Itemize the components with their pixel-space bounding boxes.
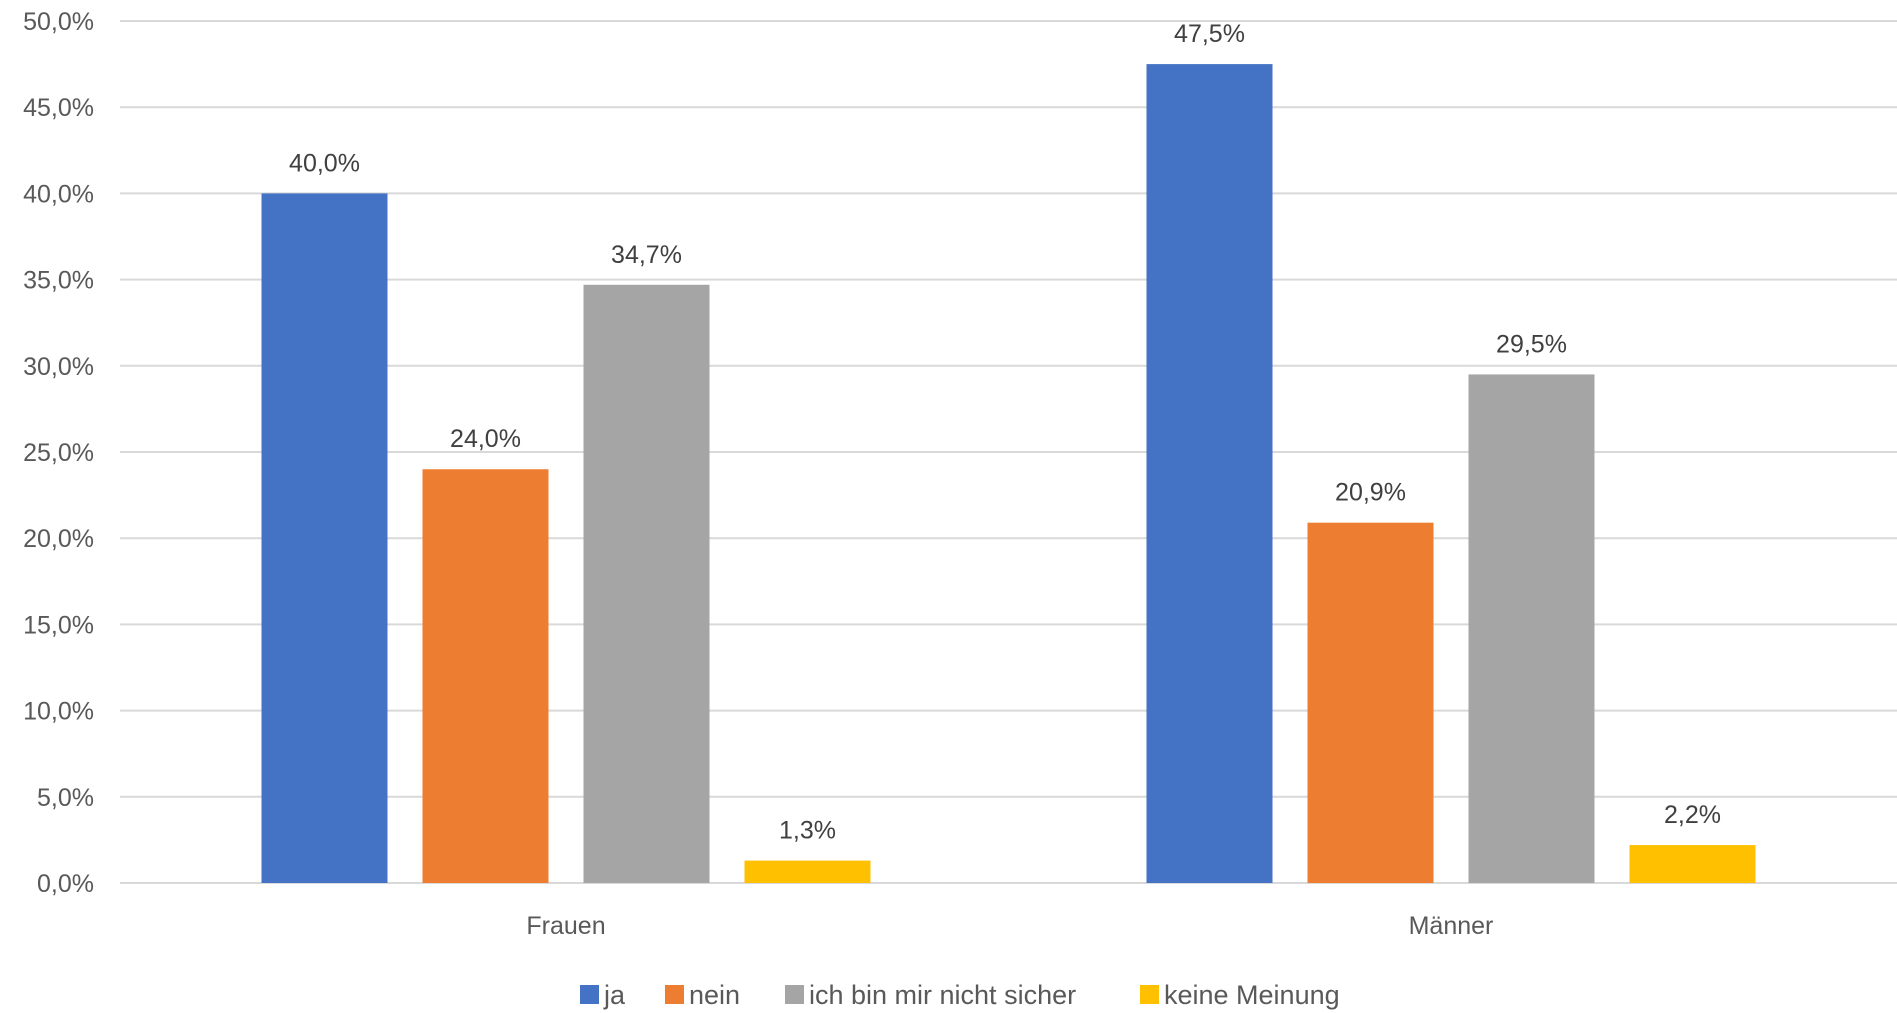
data-label: 47,5% <box>1174 20 1245 48</box>
y-tick-label: 40,0% <box>23 180 94 208</box>
y-tick-label: 50,0% <box>23 8 94 36</box>
x-category-label: Frauen <box>526 912 605 940</box>
bar-1-0 <box>1146 64 1273 884</box>
legend-swatch <box>580 985 599 1004</box>
data-label: 34,7% <box>611 241 682 269</box>
legend-item: nein <box>665 980 740 1010</box>
legend-swatch <box>665 985 684 1004</box>
y-axis-tick-labels: 0,0% 5,0% 10,0% 15,0% 20,0% 25,0% 30,0% 35,0% 40… <box>23 8 94 898</box>
y-tick-label: 0,0% <box>37 870 94 898</box>
legend-swatch <box>1140 985 1159 1004</box>
bars <box>261 64 1756 884</box>
data-labels: 40,0% 47,5% 24,0% 20,9% 34,7% 29,5% 1,3% 2,2% <box>289 20 1721 844</box>
bar-1-2 <box>1468 374 1595 883</box>
y-tick-label: 10,0% <box>23 698 94 726</box>
legend-label: ich bin mir nicht sicher <box>809 980 1076 1010</box>
y-tick-label: 30,0% <box>23 353 94 381</box>
bar-1-3 <box>1629 845 1756 883</box>
data-label: 1,3% <box>779 817 836 845</box>
bar-0-0 <box>261 193 388 883</box>
y-tick-label: 5,0% <box>37 784 94 812</box>
legend: ja nein ich bin mir nicht sicher keine Mein… <box>580 980 1340 1010</box>
legend-item: ja <box>580 980 626 1010</box>
data-label: 20,9% <box>1335 479 1406 507</box>
legend-item: ich bin mir nicht sicher <box>785 980 1076 1010</box>
y-tick-label: 15,0% <box>23 611 94 639</box>
legend-label: nein <box>689 980 740 1010</box>
data-label: 2,2% <box>1664 801 1721 829</box>
bar-0-2 <box>583 284 710 884</box>
bar-0-1 <box>422 469 549 883</box>
bar-1-1 <box>1307 522 1434 883</box>
y-tick-label: 45,0% <box>23 94 94 122</box>
x-category-label: Männer <box>1409 912 1494 940</box>
data-label: 40,0% <box>289 149 360 177</box>
y-tick-label: 35,0% <box>23 267 94 295</box>
data-label: 24,0% <box>450 425 521 453</box>
y-tick-label: 25,0% <box>23 439 94 467</box>
x-axis-category-labels: Frauen Männer <box>526 912 1493 940</box>
gridlines <box>120 20 1897 884</box>
bar-0-3 <box>744 860 871 883</box>
y-tick-label: 20,0% <box>23 525 94 553</box>
legend-label: keine Meinung <box>1164 980 1340 1010</box>
legend-item: keine Meinung <box>1140 980 1340 1010</box>
legend-label: ja <box>603 980 626 1010</box>
data-label: 29,5% <box>1496 330 1567 358</box>
legend-swatch <box>785 985 804 1004</box>
